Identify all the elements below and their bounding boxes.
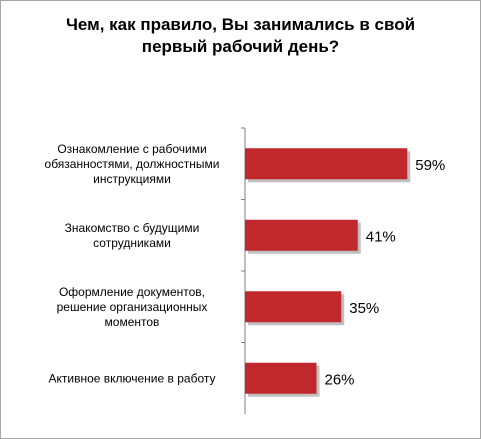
category-label-2: Знакомство с будущими сотрудниками: [65, 221, 200, 250]
value-label-2: 41%: [366, 228, 396, 245]
bar-4: [245, 362, 317, 394]
bar-1: [245, 148, 408, 180]
category-label-2-line-2: сотрудниками: [93, 236, 171, 250]
chart-title-line-2: первый рабочий день?: [141, 37, 340, 56]
category-label-1-line-2: обязанностями, должностными: [45, 157, 220, 171]
chart-title: Чем, как правило, Вы занимались в свой п…: [0, 14, 481, 58]
chart-title-line-1: Чем, как правило, Вы занимались в свой: [65, 15, 416, 34]
category-label-1-line-3: инструкциями: [93, 172, 171, 186]
category-label-3: Оформление документов, решение организаци…: [57, 285, 208, 329]
value-label-3: 35%: [349, 300, 379, 317]
bar-3: [245, 291, 342, 323]
category-label-1-line-1: Ознакомление с рабочими: [57, 142, 206, 156]
category-label-1: Ознакомление с рабочими обязанностями, до…: [45, 142, 220, 186]
value-label-1: 59%: [415, 157, 445, 174]
category-label-3-line-2: решение организационных: [57, 300, 208, 314]
bar-2: [245, 219, 358, 251]
category-label-2-line-1: Знакомство с будущими: [65, 221, 200, 235]
category-label-4: Активное включение в работу: [48, 371, 215, 385]
category-label-3-line-3: моментов: [105, 315, 160, 329]
category-label-4-line-1: Активное включение в работу: [48, 371, 215, 385]
value-label-4: 26%: [325, 371, 355, 388]
category-label-3-line-1: Оформление документов,: [59, 285, 205, 299]
